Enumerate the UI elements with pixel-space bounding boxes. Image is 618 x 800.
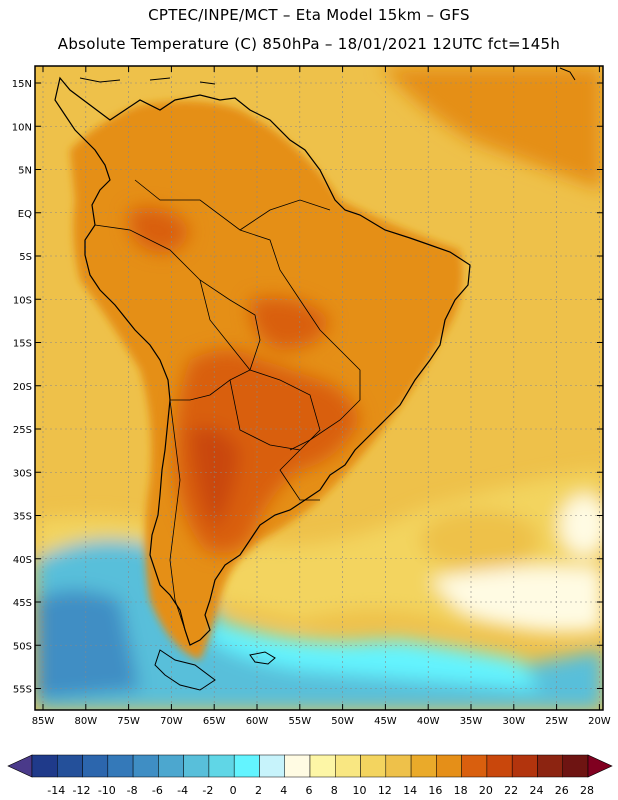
lon-label: 20W bbox=[588, 716, 611, 727]
lat-label: 10S bbox=[13, 295, 32, 306]
colorbar-low-arrow bbox=[7, 754, 33, 778]
colorbar-label: 2 bbox=[255, 784, 262, 797]
colorbar-swatch bbox=[360, 754, 387, 778]
lon-label: 25W bbox=[545, 716, 568, 727]
colorbar-label: -12 bbox=[73, 784, 91, 797]
colorbar-label: -10 bbox=[98, 784, 116, 797]
warm-ocean-northeast bbox=[380, 66, 603, 190]
lon-label: 80W bbox=[74, 716, 97, 727]
colorbar-swatch bbox=[31, 754, 58, 778]
falkland-islands bbox=[249, 651, 276, 665]
colorbar-label: -2 bbox=[202, 784, 213, 797]
colorbar-label: 20 bbox=[479, 784, 493, 797]
longitude-labels: 85W 80W 75W 70W 65W 60W 55W 50W 45W 40W 35W 30W 25W 2… bbox=[32, 716, 611, 727]
lon-label: 65W bbox=[203, 716, 226, 727]
colorbar-label: 0 bbox=[230, 784, 237, 797]
lat-label: 25S bbox=[13, 425, 32, 436]
colorbar-high-arrow bbox=[587, 754, 613, 778]
lat-label: 20S bbox=[13, 382, 32, 393]
lat-label: EQ bbox=[18, 209, 32, 220]
colorbar-label: 18 bbox=[454, 784, 468, 797]
colorbar-label: 12 bbox=[378, 784, 392, 797]
chart-title-line1: CPTEC/INPE/MCT – Eta Model 15km – GFS bbox=[148, 6, 470, 24]
lon-label: 35W bbox=[460, 716, 483, 727]
colorbar-swatch bbox=[486, 754, 513, 778]
south-america-coastline bbox=[54, 76, 471, 646]
land-hottest bbox=[190, 427, 240, 530]
colorbar-label: -8 bbox=[127, 784, 138, 797]
lat-label: 15N bbox=[12, 79, 32, 90]
colorbar-swatch bbox=[233, 754, 260, 778]
colorbar-swatch bbox=[208, 754, 235, 778]
country-borders bbox=[94, 179, 361, 646]
lat-label: 50S bbox=[13, 641, 32, 652]
colorbar-swatch bbox=[82, 754, 109, 778]
lon-label: 70W bbox=[160, 716, 183, 727]
axis-ticks bbox=[35, 66, 603, 710]
colorbar-label: 28 bbox=[580, 784, 594, 797]
colorbar-swatch bbox=[309, 754, 336, 778]
colorbar-swatch bbox=[284, 754, 311, 778]
lat-label: 15S bbox=[13, 339, 32, 350]
lat-label: 5N bbox=[18, 166, 32, 177]
colorbar-swatch bbox=[259, 754, 285, 778]
lon-label: 50W bbox=[331, 716, 354, 727]
colorbar-label: 6 bbox=[306, 784, 313, 797]
colorbar-label: 14 bbox=[403, 784, 417, 797]
colorbar-swatch bbox=[158, 754, 184, 778]
lat-label: 5S bbox=[19, 252, 32, 263]
lat-label: 30S bbox=[13, 468, 32, 479]
colorbar-label: 24 bbox=[529, 784, 543, 797]
colorbar-swatch bbox=[436, 754, 462, 778]
colorbar-swatch bbox=[410, 754, 437, 778]
colder-region-southwest bbox=[35, 590, 140, 700]
colorbar-label: 4 bbox=[280, 784, 287, 797]
colorbar-swatch bbox=[57, 754, 83, 778]
lat-lon-grid bbox=[35, 66, 603, 710]
colorbar-swatch bbox=[132, 754, 159, 778]
lon-label: 75W bbox=[117, 716, 140, 727]
land-hot-northwest bbox=[129, 207, 190, 253]
colorbar-swatch bbox=[183, 754, 210, 778]
colorbar-swatch bbox=[511, 754, 538, 778]
colorbar: -14 -12 -10 -8 -6 -4 -2 0 2 4 6 8 10 12 14 16 18 20 22 24 26… bbox=[7, 754, 613, 797]
lon-label: 40W bbox=[417, 716, 440, 727]
map-frame bbox=[34, 65, 604, 711]
colorbar-swatch bbox=[562, 754, 589, 778]
colorbar-swatch bbox=[107, 754, 134, 778]
colorbar-label: 16 bbox=[428, 784, 442, 797]
colorbar-label: 22 bbox=[504, 784, 518, 797]
colorbar-label: -4 bbox=[177, 784, 188, 797]
lat-label: 40S bbox=[13, 555, 32, 566]
lon-label: 85W bbox=[32, 716, 55, 727]
colorbar-label: 8 bbox=[331, 784, 338, 797]
lat-label: 45S bbox=[13, 598, 32, 609]
colorbar-swatch bbox=[385, 754, 412, 778]
colorbar-label: 10 bbox=[353, 784, 367, 797]
lat-label: 35S bbox=[13, 512, 32, 523]
lat-label: 10N bbox=[12, 122, 32, 133]
temperature-field bbox=[35, 66, 603, 710]
colorbar-swatch bbox=[461, 754, 488, 778]
lon-label: 30W bbox=[502, 716, 525, 727]
colorbar-label: -14 bbox=[47, 784, 65, 797]
chart-title-line2: Absolute Temperature (C) 850hPa – 18/01/… bbox=[57, 35, 561, 53]
lat-label: 55S bbox=[13, 685, 32, 696]
colorbar-label: 26 bbox=[555, 784, 569, 797]
colorbar-swatch bbox=[537, 754, 563, 778]
latitude-labels: 15N 10N 5N EQ 5S 10S 15S 20S 25S 30S 35S 40S 45S 50S 5… bbox=[12, 79, 32, 696]
lon-label: 45W bbox=[374, 716, 397, 727]
pale-band-atlantic bbox=[430, 566, 603, 633]
lon-label: 60W bbox=[246, 716, 269, 727]
pale-patch-east bbox=[560, 495, 603, 555]
caribbean-islands bbox=[79, 67, 576, 85]
lon-label: 55W bbox=[288, 716, 311, 727]
land-hot-central bbox=[250, 297, 330, 350]
colorbar-label: -6 bbox=[152, 784, 163, 797]
cyan-band-south bbox=[210, 620, 540, 690]
tierra-del-fuego bbox=[154, 649, 216, 691]
warm-eddy-atlantic bbox=[420, 510, 540, 570]
colorbar-swatch bbox=[335, 754, 361, 778]
